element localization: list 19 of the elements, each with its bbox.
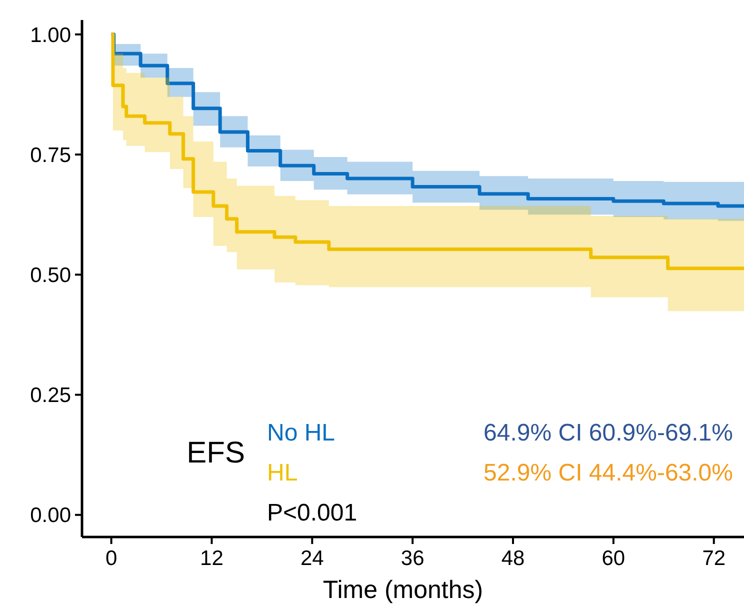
x-tick-label: 60: [602, 547, 626, 570]
y-tick-label: 1.00: [30, 24, 71, 47]
annotation: P<0.001: [267, 499, 358, 526]
y-tick-label: 0.00: [30, 504, 71, 528]
y-tick-label: 0.25: [30, 384, 71, 408]
x-tick-label: 48: [501, 547, 525, 570]
annotation: 64.9% CI 60.9%-69.1%: [484, 419, 733, 446]
legend-title: EFS: [186, 436, 245, 470]
y-tick-label: 0.75: [30, 144, 71, 167]
text: HL: [267, 459, 298, 486]
x-tick-label: 36: [400, 547, 424, 570]
x-tick-label: 12: [200, 547, 224, 570]
x-tick-label: 0: [105, 547, 118, 570]
y-tick-label: 0.50: [30, 264, 71, 288]
x-tick-label: 24: [300, 547, 324, 570]
x-axis-title: Time (months): [322, 576, 484, 604]
annotation: 52.9% CI 44.4%-63.0%: [484, 459, 733, 486]
text: No HL: [267, 419, 336, 446]
x-tick-label: 72: [702, 547, 726, 570]
